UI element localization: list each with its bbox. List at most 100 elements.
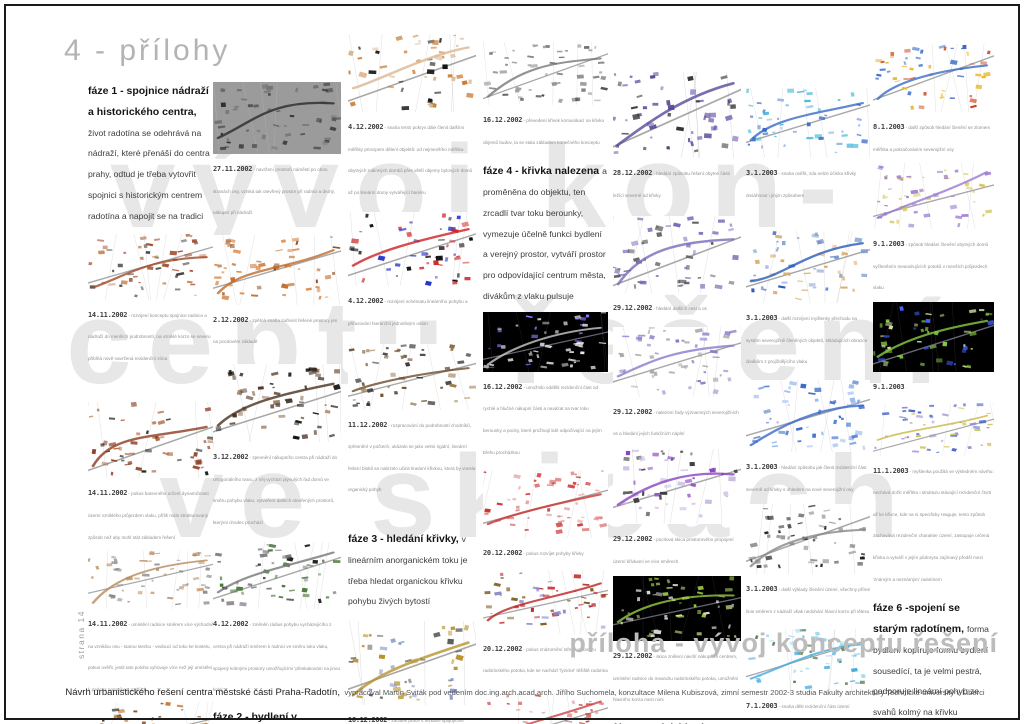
sketch-figure: 8.1.2003 - další způsob hledání členění … [873,44,994,157]
sketch-date: 16.12.2002 [348,716,388,724]
phase-text-block: fáze 6 -spojení se starým radotínem, for… [873,597,994,722]
phase-body: forma bydlení kopíruje formu bydlení sou… [873,623,989,718]
footer-credits: vypracoval Martin Sviták pod vedením doc… [344,688,985,697]
sketch-caption: 29.12.2002 - pocitová skica prostorového… [613,526,741,569]
sketch-caption-text: - další výklady členění území, všechny p… [746,587,871,614]
sketch-figure: 16.12.2002 - převedení křivek komunikací… [483,42,608,150]
sketch-figure: 11.1.2003 - myšlenka použitá ve výsledné… [873,402,994,588]
phase-text-block: fáze 3 - hledání křivky, v lineárním ano… [348,528,476,611]
phase-body: život radotína se odehrává na nádraží, k… [88,127,210,221]
sketch-caption-text: - začátek práce s těžkami spojujícími ra… [388,718,464,724]
sketch-date: 11.12.2002 [348,420,388,429]
sketch-caption: 27.11.2002 - navržení prostorů náměstí p… [213,156,341,221]
sketch-date: 8.1.2003 [873,123,905,131]
sketch-figure: 9.1.2003 . [873,301,994,396]
map-sketch-thumbnail [88,701,214,724]
sketch-caption-text: - rozpracování do podrobností chodníků, … [348,422,476,493]
sketch-caption-text: - umístění radnice směrem více východně … [88,622,214,692]
sketch-caption: 8.1.2003 - další způsob hledání členění … [873,114,994,157]
sketch-date: 28.12.2002 [613,169,653,177]
sketch-caption-text: - navržení prostorů náměstí po obou stra… [213,167,336,216]
sketch-column: 8.1.2003 - další způsob hledání členění … [873,44,994,724]
sketch-caption: 11.12.2002 - rozpracování do podrobností… [348,412,476,498]
sketch-date: 16.12.2002 [483,382,523,391]
sketch-caption: 16.12.2002 - začátek práce s těžkami spo… [348,707,476,724]
sketch-date: 2.12.2002 [213,315,249,324]
sketch-figure: 16.12.2002 - začátek práce s těžkami spo… [348,621,476,724]
sketch-caption-text: - změněn rádius pohybu vycházejícího z c… [213,622,341,693]
sketch-date: 4.12.2002 [213,620,249,629]
phase-heading: fáze 6 -spojení se starým radotínem, [873,602,967,635]
sketch-figure: 29.12.2002 - hledání dalších cest a os [613,216,741,317]
sketch-column: fáze 1 - spojnice nádraží a historického… [88,80,214,724]
sketch-column: 4.12.2002 - snaha tento pokryv dále člen… [348,34,476,724]
sketch-caption-text: - hledání způsobu řešení obytné části le… [613,171,730,198]
sketch-caption-text: - převedení křivek komunikací na křivku … [483,118,605,145]
sketch-caption-text: - rozvíjení konceptu spojnice radnice a … [88,312,211,361]
map-sketch-thumbnail [348,343,476,410]
map-sketch-thumbnail [613,448,741,524]
map-sketch-thumbnail [613,72,741,158]
sketch-date: 14.11.2002 [88,310,128,319]
sketch-figure: 20.12.2002 - pokus znázornění středu mea… [483,569,608,679]
sketch-figure: 28.12.2002 - hledání způsobu řešení obyt… [613,72,741,203]
sketch-caption: 29.12.2002 - hledání dalších cest a os [613,295,741,317]
phase-body: (pokus) fyzické těžiště radotína tvořené… [613,723,741,724]
sketch-caption-text: - umožnilo oddělit rezidenční část od ry… [483,384,602,455]
sketch-date: 29.12.2002 [613,534,653,543]
sketch-figure: 2.12.2002 - zpětná snaha začlenit řešené… [213,234,341,350]
map-sketch-thumbnail [483,42,608,105]
page-number-label: strana 14 [76,610,86,659]
sketch-date: 3.1.2003 [746,169,778,177]
sketch-date: 14.11.2002 [88,489,128,498]
sketch-caption-text: - zpětná snaha začlenit řešené prostory … [213,317,338,345]
sketch-figure: 3.1.2003 - další rozvíjení myšlenky přec… [746,231,870,370]
sketch-caption: 28.12.2002 - hledání způsobu řešení obyt… [613,160,741,203]
map-sketch-thumbnail [873,402,994,456]
page-title: 4 - přílohy [64,34,231,67]
sketch-date: 29.12.2002 [613,407,653,416]
map-sketch-thumbnail [213,363,341,442]
map-sketch-thumbnail [746,504,870,575]
footer-credit-line: Návrh urbanistického řešení centra městs… [40,681,1010,700]
sketch-caption-text: - pokus znázornění středu meandru radotí… [483,646,608,674]
footer-project-title: Návrh urbanistického řešení centra městs… [65,687,340,698]
sketch-figure: 3.1.2003 - snaha ověřit, zda nelze účink… [746,88,870,203]
sketch-date: 16.12.2002 [483,116,523,124]
map-sketch-thumbnail [213,234,341,305]
sketch-caption-text: - způsob hledání členění obytných domů v… [873,242,989,291]
sketch-caption: 11.1.2003 - myšlenka použitá ve výsledné… [873,458,994,588]
map-sketch-thumbnail [746,88,870,158]
sketch-figure: 29.12.2002 - skica znělení návrší nákupn… [613,576,741,708]
map-sketch-thumbnail [88,551,214,610]
sketch-column: 3.1.2003 - snaha ověřit, zda nelze účink… [746,88,870,724]
map-sketch-thumbnail [613,326,741,397]
sketch-caption: 7.1.2003 - snaha dělit rezidenční část ú… [746,693,870,724]
sketch-caption: 14.11.2002 - pokus barevného určení dyna… [88,480,214,545]
sketch-caption-text: - další rozvíjení myšlenky přechodu na s… [746,316,868,365]
sketch-caption-text: - snaha tento pokryv dále členit dalšími… [348,125,473,195]
sketch-caption-text: - hledání dalších cest a os [652,306,707,312]
sketch-date: 29.12.2002 [613,304,653,313]
sketch-figure: 4.12.2002 - změněn rádius pohybu vycháze… [213,542,341,697]
sketch-figure: 3.12.2002 - zpevnění nákupního centra př… [213,363,341,530]
sketch-date: 11.1.2003 [873,466,909,475]
sketch-caption: 29.12.2002 - skica znělení návrší nákupn… [613,643,741,708]
phase-text-block: fáze 5 - rajský kruh (pokus) fyzické těž… [613,717,741,724]
sketch-date: 27.11.2002 [213,165,253,173]
sketch-caption: 2.12.2002 - zpětná snaha začlenit řešené… [213,307,341,350]
phase-body: v lineárním anorganickém toku je třeba h… [348,533,468,607]
sketch-date: 9.1.2003 [873,240,905,249]
map-sketch-thumbnail [483,569,608,634]
sketch-caption: 4.12.2002 - změněn rádius pohybu vycháze… [213,611,341,697]
sketch-figure: 14.11.2002 - umístění radnice směrem víc… [88,551,214,697]
sketch-caption: 20.12.2002 - pokus znázornění středu mea… [483,636,608,679]
sketch-figure: 4.12.2002 - snaha tento pokryv dále člen… [348,34,476,200]
map-sketch-thumbnail [348,621,476,706]
sketch-caption-text: - snaha dělit rezidenční část území syst… [778,704,850,710]
sketch-caption-text: - pokus rozvíjet pohyby křivky [522,551,584,557]
sketch-caption-text: - zpevnění nákupního centra při nádraží … [213,454,338,525]
sketch-figure: 3.1.2003 - další výklady členění území, … [746,504,870,619]
sketch-caption-text: - další způsob hledání členění se zlomem… [873,125,991,152]
